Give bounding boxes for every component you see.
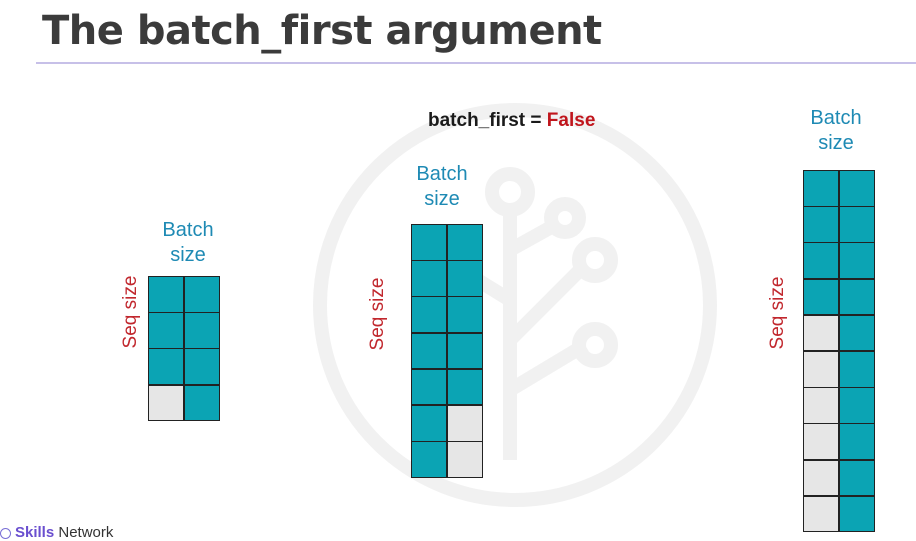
parameter-name: batch_first = [428,110,547,131]
brand-name-bold: Skills [15,524,55,541]
skills-network-logo-icon [0,527,11,539]
batch-size-label: Batch size [416,163,468,210]
data-cell [412,261,446,296]
batch-size-label: Batch size [162,219,214,266]
data-cell [149,277,183,312]
tensor-grid [411,224,483,478]
title-divider [36,62,916,64]
data-cell [804,171,838,206]
padding-cell [804,424,838,459]
data-cell [149,349,183,385]
data-cell [447,333,482,369]
batch-first-parameter: batch_first = False [428,110,595,132]
data-cell [184,313,219,348]
tensor-grid [148,276,220,422]
data-cell [804,207,838,242]
data-cell [839,171,874,206]
padding-cell [804,496,838,532]
data-cell [412,369,446,405]
seq-size-label: Seq size [767,276,788,350]
data-cell [839,243,874,279]
padding-cell [447,405,482,441]
data-cell [839,496,874,532]
batch-size-label: Batch size [810,107,862,154]
parameter-value: False [546,110,596,131]
data-cell [184,385,219,421]
padding-cell [804,315,838,351]
data-cell [184,349,219,385]
data-cell [804,279,838,315]
data-cell [839,315,874,351]
data-cell [839,388,874,423]
data-cell [412,297,446,333]
data-cell [839,279,874,315]
skills-network-brand: Skills Network [0,524,113,541]
data-cell [839,424,874,459]
data-cell [412,225,446,260]
data-cell [412,333,446,369]
data-cell [804,243,838,279]
seq-size-label: Seq size [367,277,388,351]
seq-size-label: Seq size [120,275,141,349]
padding-cell [447,442,482,477]
tensor-grid [803,170,875,533]
data-cell [184,277,219,312]
brand-name-regular: Network [54,524,114,541]
data-cell [412,405,446,441]
data-cell [447,369,482,405]
tree-logo-watermark-icon [313,103,717,507]
padding-cell [149,385,183,421]
data-cell [447,261,482,296]
data-cell [412,442,446,477]
data-cell [447,225,482,260]
data-cell [447,297,482,333]
padding-cell [804,351,838,387]
slide-title: The batch_first argument [42,8,602,54]
padding-cell [804,388,838,423]
data-cell [839,460,874,496]
data-cell [839,351,874,387]
padding-cell [804,460,838,496]
data-cell [839,207,874,242]
data-cell [149,313,183,348]
